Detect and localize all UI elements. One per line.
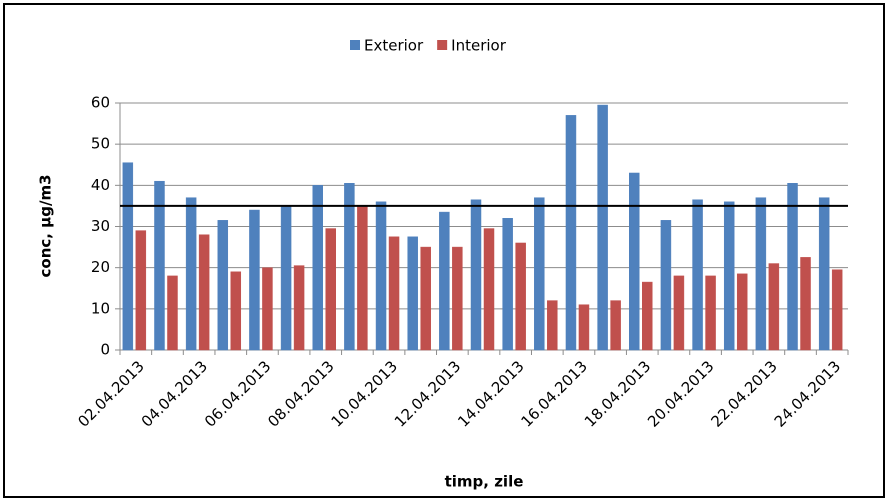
bar — [673, 275, 685, 351]
x-axis-title: timp, zile — [445, 473, 524, 491]
y-tick-label: 20 — [91, 258, 110, 276]
bar — [768, 263, 780, 351]
bar — [723, 201, 735, 351]
bar — [344, 183, 355, 351]
bar — [280, 205, 292, 351]
y-tick-label: 30 — [91, 217, 110, 235]
bar — [198, 234, 210, 351]
y-tick-label: 40 — [91, 176, 110, 194]
bar — [831, 269, 843, 351]
bar — [547, 300, 558, 351]
bar — [185, 197, 197, 351]
bar — [154, 180, 165, 351]
bar — [705, 275, 716, 351]
y-tick-label: 60 — [91, 94, 110, 112]
bar — [565, 115, 577, 351]
bar — [325, 228, 336, 351]
bar — [420, 246, 431, 351]
bar — [470, 199, 482, 351]
bar — [736, 273, 748, 351]
bar — [818, 197, 830, 351]
bar — [312, 185, 323, 351]
bar — [230, 271, 242, 351]
bar — [515, 242, 526, 351]
bar — [452, 246, 463, 351]
bar — [642, 281, 653, 351]
bar — [122, 162, 134, 351]
bar — [375, 201, 387, 351]
bar — [534, 197, 545, 351]
bar — [217, 220, 229, 351]
bar — [407, 236, 418, 351]
bar — [660, 220, 672, 351]
bar — [388, 236, 400, 351]
bar — [249, 209, 260, 351]
y-tick-label: 10 — [91, 299, 110, 317]
bar — [293, 265, 305, 351]
bar — [262, 267, 273, 351]
bar — [357, 205, 368, 351]
bar — [755, 197, 767, 351]
y-tick-label: 0 — [100, 341, 110, 359]
bar — [167, 275, 178, 351]
bar — [502, 218, 513, 351]
legend-label: Interior — [451, 37, 507, 55]
bar — [597, 104, 608, 351]
bar — [135, 230, 147, 351]
bar — [787, 183, 798, 351]
bar — [692, 199, 703, 351]
y-axis-title: conc, µg/m3 — [37, 174, 55, 277]
legend-swatch — [350, 40, 360, 50]
bar — [610, 300, 621, 351]
bar — [800, 257, 811, 351]
legend-swatch — [437, 40, 448, 50]
bar — [629, 172, 640, 351]
bar — [439, 211, 450, 351]
y-tick-label: 50 — [91, 135, 110, 153]
bar — [578, 304, 590, 351]
bar — [483, 228, 495, 351]
legend-label: Exterior — [364, 37, 424, 55]
